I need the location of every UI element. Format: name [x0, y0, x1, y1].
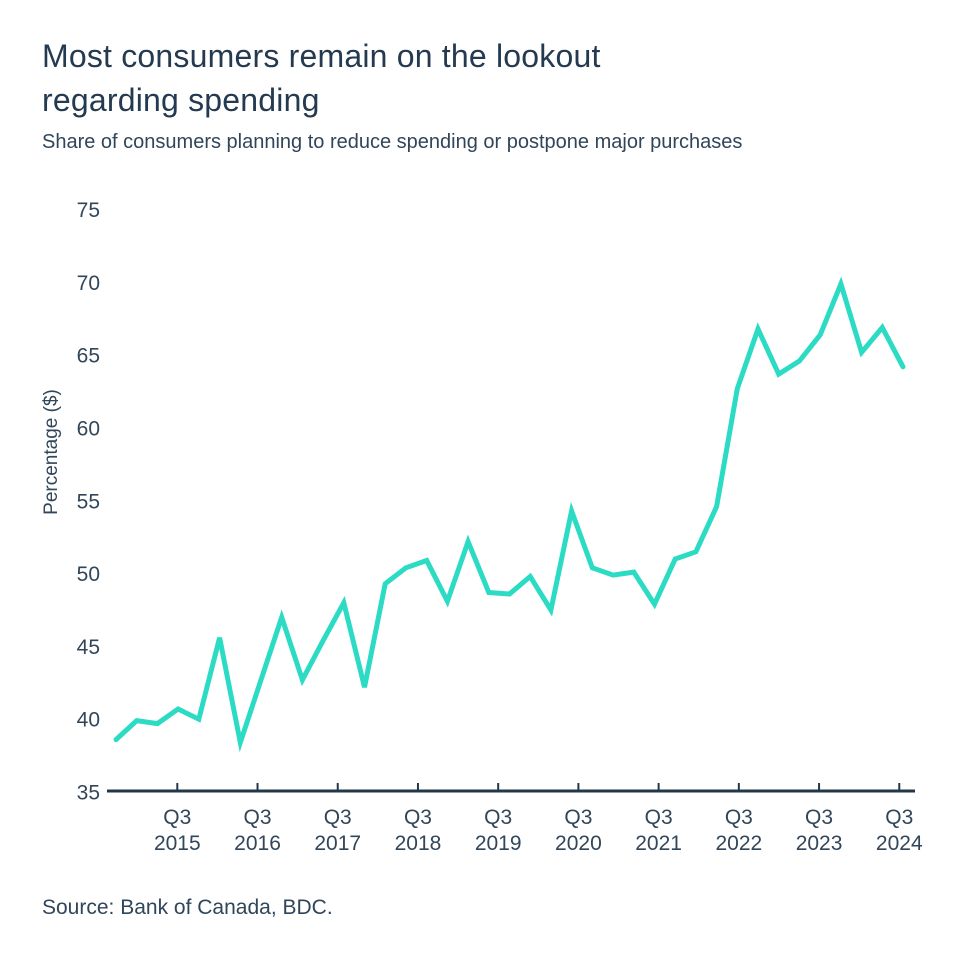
x-tick-year-label: 2023	[796, 832, 843, 855]
x-tick-quarter-label: Q3	[805, 806, 833, 829]
y-tick-label: 45	[77, 636, 100, 659]
x-tick-year-label: 2016	[234, 832, 281, 855]
x-tick-year-label: 2018	[395, 832, 442, 855]
x-tick-quarter-label: Q3	[885, 806, 913, 829]
x-tick-quarter-label: Q3	[645, 806, 673, 829]
y-tick-label: 65	[77, 345, 100, 368]
x-tick-year-label: 2015	[154, 832, 201, 855]
y-tick-label: 60	[77, 418, 100, 441]
x-tick-year-label: 2017	[314, 832, 361, 855]
x-tick-quarter-label: Q3	[244, 806, 272, 829]
x-tick-year-label: 2020	[555, 832, 602, 855]
x-tick-quarter-label: Q3	[163, 806, 191, 829]
y-tick-label: 50	[77, 563, 100, 586]
x-tick-quarter-label: Q3	[484, 806, 512, 829]
y-tick-label: 40	[77, 709, 100, 732]
y-tick-label: 75	[77, 199, 100, 222]
x-tick-year-label: 2019	[475, 832, 522, 855]
y-tick-label: 70	[77, 272, 100, 295]
x-tick-quarter-label: Q3	[404, 806, 432, 829]
x-tick-quarter-label: Q3	[564, 806, 592, 829]
source-note: Source: Bank of Canada, BDC.	[42, 896, 333, 919]
x-tick-quarter-label: Q3	[725, 806, 753, 829]
chart-title-line-2: regarding spending	[42, 82, 320, 118]
chart-subtitle: Share of consumers planning to reduce sp…	[42, 131, 743, 153]
y-tick-label: 35	[77, 782, 100, 805]
chart-title: Most consumers remain on the lookout reg…	[42, 34, 601, 122]
x-tick-year-label: 2021	[635, 832, 682, 855]
data-line-series	[113, 276, 906, 753]
x-tick-year-label: 2024	[876, 832, 923, 855]
x-tick-year-label: 2022	[715, 832, 762, 855]
x-tick-quarter-label: Q3	[324, 806, 352, 829]
chart-title-line-1: Most consumers remain on the lookout	[42, 38, 601, 74]
y-tick-label: 55	[77, 490, 100, 513]
y-axis-title: Percentage ($)	[41, 389, 62, 515]
